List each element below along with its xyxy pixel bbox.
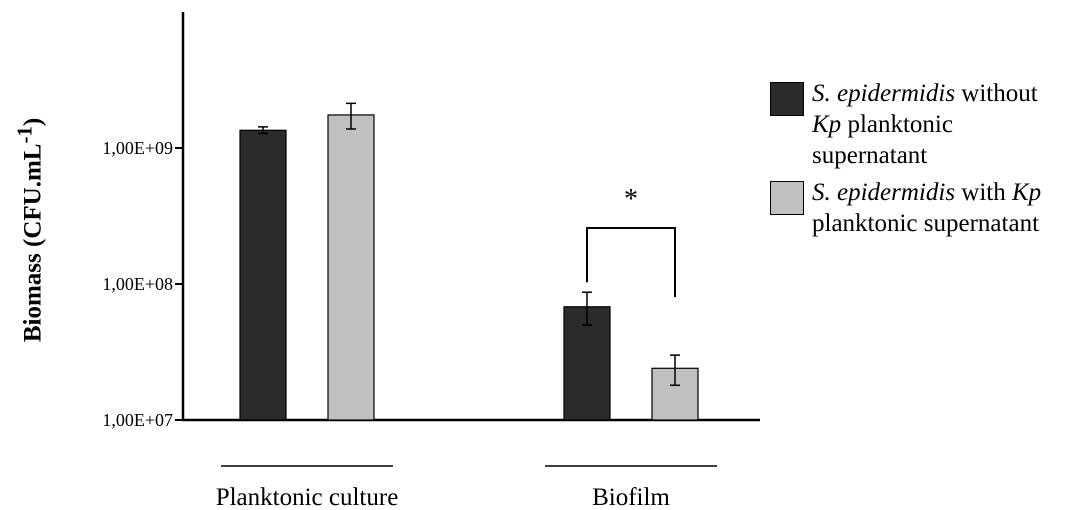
significance-star: * — [624, 184, 638, 215]
y-tick-label: 1,00E+07 — [102, 410, 173, 430]
bar — [327, 114, 375, 421]
category-label: Planktonic culture — [216, 484, 399, 510]
legend-swatch-light — [770, 181, 804, 215]
error-bars — [258, 102, 680, 387]
y-axis-label: Biomass (CFU.mL-1) — [12, 117, 47, 343]
legend-item-with-kp: S. epidermidis with Kp planktonic supern… — [770, 177, 1041, 239]
legend: S. epidermidis without Kp planktonic sup… — [770, 78, 1041, 245]
bars — [239, 114, 699, 421]
y-ticks: 1,00E+07 1,00E+08 1,00E+09 — [102, 138, 183, 430]
legend-label: S. epidermidis with Kp planktonic supern… — [812, 179, 1042, 237]
legend-item-without-kp: S. epidermidis without Kp planktonic sup… — [770, 78, 1041, 171]
y-tick-label: 1,00E+09 — [102, 138, 173, 158]
category-label: Biofilm — [592, 484, 670, 510]
category-labels: Planktonic culture Biofilm — [216, 465, 717, 510]
legend-swatch-dark — [770, 82, 804, 116]
bracket-line — [586, 227, 676, 298]
legend-label: S. epidermidis without Kp planktonic sup… — [812, 80, 1038, 169]
significance-bracket: * — [586, 184, 676, 298]
bar — [239, 129, 287, 421]
y-tick-label: 1,00E+08 — [102, 274, 173, 294]
